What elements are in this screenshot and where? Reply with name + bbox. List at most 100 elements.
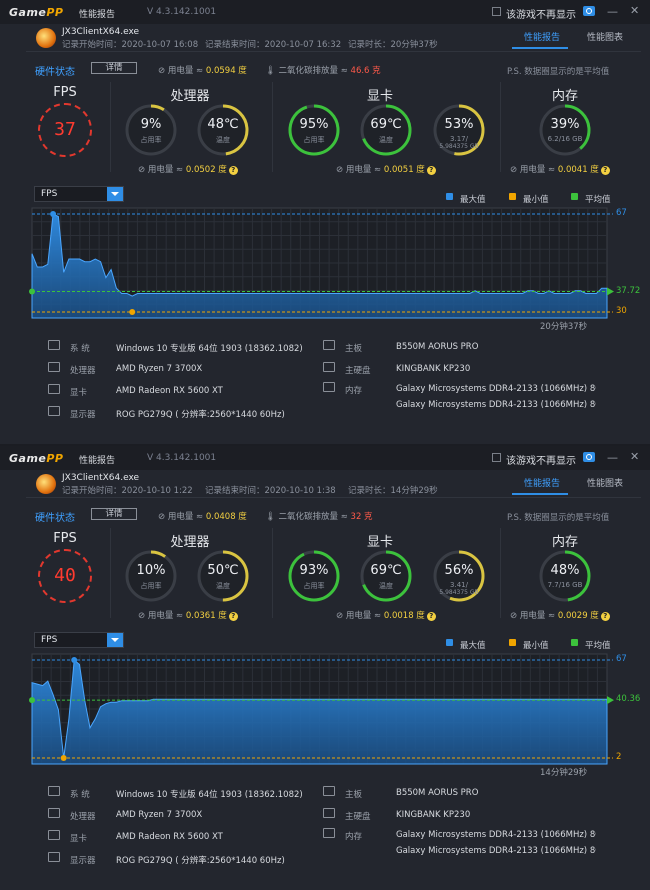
metric-select[interactable]: FPS xyxy=(34,632,124,648)
tab-performance-chart[interactable]: 性能图表 xyxy=(587,479,624,489)
sys-monitor-label: 显示器 xyxy=(70,856,96,866)
chevron-down-icon[interactable] xyxy=(107,633,123,647)
avg-point xyxy=(29,697,35,704)
minimize-button[interactable]: — xyxy=(607,5,618,18)
screenshot-camera-icon[interactable] xyxy=(583,452,595,462)
cpu-title: 处理器 xyxy=(170,89,210,104)
section-divider xyxy=(110,82,111,172)
fps-chart: 67 30 37.72 xyxy=(26,207,640,328)
memory-gauge: 48% 7.7/16 GB xyxy=(538,549,592,603)
min-value-label: 2 xyxy=(616,752,622,762)
max-value-label: 67 xyxy=(616,654,627,664)
memory-title: 内存 xyxy=(551,535,578,550)
gauge-arc xyxy=(433,550,485,602)
active-tab-indicator xyxy=(512,493,568,495)
gpu-power-help-icon[interactable]: ? xyxy=(426,612,436,621)
cpu-chip-icon xyxy=(48,808,60,818)
dont-show-label[interactable]: 该游戏不再显示 xyxy=(506,10,576,21)
legend-avg: 平均值 xyxy=(585,195,611,205)
sys-cpu-value: AMD Ryzen 7 3700X xyxy=(116,364,203,374)
gauge-arc xyxy=(125,550,177,602)
sys-mem-value-2: Galaxy Microsystems DDR4-2133 (1066MHz) … xyxy=(396,846,596,856)
cpu-power: ⊘ 用电量 ≈ 0.0502 度? xyxy=(138,163,238,175)
legend-avg-swatch xyxy=(571,193,578,200)
sys-gpu-label: 显卡 xyxy=(70,388,88,398)
tab-performance-report[interactable]: 性能报告 xyxy=(524,479,561,489)
close-button[interactable]: ✕ xyxy=(630,450,640,463)
close-button[interactable]: ✕ xyxy=(630,4,640,17)
game-app-icon xyxy=(36,28,56,48)
window-title: 性能报告 xyxy=(79,10,116,20)
gpu-temp-gauge: 69℃ 温度 xyxy=(359,549,413,603)
fps-ring xyxy=(38,103,92,157)
header-divider xyxy=(26,51,641,52)
tab-performance-report[interactable]: 性能报告 xyxy=(524,33,561,43)
gauge-arc xyxy=(125,104,177,156)
max-point xyxy=(71,657,78,663)
gauge-arc xyxy=(288,104,340,156)
section-divider xyxy=(500,82,501,172)
sys-monitor-value: ROG PG279Q ( 分辨率:2560*1440 60Hz) xyxy=(116,410,285,420)
motherboard-icon xyxy=(323,786,335,796)
gpu-temp-gauge: 69℃ 温度 xyxy=(359,103,413,157)
cpu-temp-gauge: 48℃ 温度 xyxy=(196,103,250,157)
co2-emission: 🌡 二氧化碳排放量 ≈ 32 克 xyxy=(265,512,373,522)
detail-button[interactable]: 详情 xyxy=(91,508,137,520)
section-divider xyxy=(272,528,273,618)
report-window: GamePP 性能报告 V 4.3.142.1001 该游戏不再显示 — ✕ J… xyxy=(0,446,650,890)
record-duration: 记录时长：14分钟29秒 xyxy=(348,486,438,496)
chart-duration-label: 20分钟37秒 xyxy=(540,322,588,332)
section-divider xyxy=(500,528,501,618)
gpu-usage-gauge: 95% 占用率 xyxy=(287,103,341,157)
cpu-usage-gauge: 9% 占用率 xyxy=(124,103,178,157)
legend-max: 最大值 xyxy=(460,641,486,651)
ps-note: P.S. 数据圈显示的是平均值 xyxy=(507,67,610,77)
header-divider xyxy=(26,497,641,498)
cpu-power-help-icon[interactable]: ? xyxy=(228,166,238,175)
fps-average-value: 40 xyxy=(54,565,76,586)
dont-show-checkbox[interactable] xyxy=(492,7,501,16)
record-end-time: 记录结束时间：2020-10-07 16:32 xyxy=(205,40,342,50)
fps-average-value: 37 xyxy=(54,119,76,140)
sys-mem-label: 内存 xyxy=(345,386,363,396)
tab-performance-chart[interactable]: 性能图表 xyxy=(587,33,624,43)
memory-stick-icon xyxy=(323,828,335,838)
legend-avg-swatch xyxy=(571,639,578,646)
chevron-down-icon[interactable] xyxy=(107,187,123,201)
sys-mem-value-1: Galaxy Microsystems DDR4-2133 (1066MHz) … xyxy=(396,384,596,394)
section-divider xyxy=(272,82,273,172)
metric-select[interactable]: FPS xyxy=(34,186,124,202)
gauge-arc xyxy=(360,104,412,156)
sys-board-label: 主板 xyxy=(345,790,363,800)
memory-stick-icon xyxy=(323,382,335,392)
version-label: V 4.3.142.1001 xyxy=(147,7,217,17)
sys-disk-label: 主硬盘 xyxy=(345,812,371,822)
chart-duration-label: 14分钟29秒 xyxy=(540,768,588,778)
monitor-icon xyxy=(48,852,60,862)
gauge-arc xyxy=(360,550,412,602)
sys-mem-value-2: Galaxy Microsystems DDR4-2133 (1066MHz) … xyxy=(396,400,596,410)
screenshot-camera-icon[interactable] xyxy=(583,6,595,16)
disk-icon xyxy=(323,808,335,818)
cpu-power-help-icon[interactable]: ? xyxy=(228,612,238,621)
gauge-arc xyxy=(433,104,485,156)
memory-power-help-icon[interactable]: ? xyxy=(600,612,610,621)
avg-arrow xyxy=(607,287,614,296)
legend-avg: 平均值 xyxy=(585,641,611,651)
minimize-button[interactable]: — xyxy=(607,451,618,464)
sys-monitor-value: ROG PG279Q ( 分辨率:2560*1440 60Hz) xyxy=(116,856,285,866)
gauge-arc xyxy=(539,550,591,602)
sys-disk-value: KINGBANK KP230 xyxy=(396,364,471,374)
gauge-arc xyxy=(539,104,591,156)
detail-button[interactable]: 详情 xyxy=(91,62,137,74)
dont-show-label[interactable]: 该游戏不再显示 xyxy=(506,456,576,467)
memory-power-help-icon[interactable]: ? xyxy=(600,166,610,175)
dont-show-checkbox[interactable] xyxy=(492,453,501,462)
gauge-arc xyxy=(197,104,249,156)
title-bar: GamePP 性能报告 V 4.3.142.1001 该游戏不再显示 — ✕ xyxy=(0,0,650,24)
gpu-power-help-icon[interactable]: ? xyxy=(426,166,436,175)
fps-series-area xyxy=(31,658,608,765)
co2-emission: 🌡 二氧化碳排放量 ≈ 46.6 克 xyxy=(265,66,381,76)
fps-title: FPS xyxy=(53,531,77,546)
vram-gauge: 53% 3.17/5.984375 GB xyxy=(432,103,486,157)
